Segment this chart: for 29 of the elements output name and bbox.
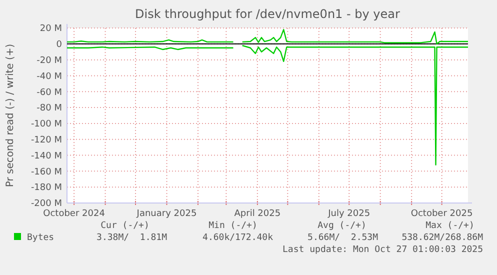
x-tick-label: October 2025 [410, 209, 473, 219]
x-tick-label: July 2025 [327, 209, 370, 219]
y-tick-label: -80 M [36, 104, 62, 114]
y-axis-title: Pr second read (-) / write (+) [5, 44, 16, 188]
y-tick-label: 0 [56, 40, 62, 50]
y-tick-label: -160 M [30, 167, 62, 178]
text: Avg (-/+) [318, 221, 366, 231]
text: 3.38M/ 1.81M [96, 233, 168, 243]
x-tick-label: January 2025 [136, 209, 197, 219]
y-tick-label: -20 M [36, 56, 62, 66]
chart-title: Disk throughput for /dev/nvme0n1 - by year [135, 7, 400, 21]
y-tick-label: -60 M [36, 88, 62, 98]
text: Last update: Mon Oct 27 01:00:03 2025 [282, 245, 483, 255]
x-tick-label: October 2024 [43, 209, 106, 219]
text: 4.60k/172.40k [202, 233, 274, 243]
y-tick-label: -140 M [30, 151, 62, 162]
legend-label: Bytes [27, 233, 54, 243]
y-tick-label: -120 M [30, 136, 62, 146]
text: Max (-/+) [426, 221, 474, 231]
y-tick-label: 20 M [40, 24, 62, 34]
text: 538.62M/268.86M [402, 233, 484, 243]
text: Min (-/+) [208, 221, 258, 231]
x-tick-label: April 2025 [234, 209, 281, 219]
y-tick-label: -180 M [30, 183, 62, 194]
y-tick-label: -200 M [30, 199, 62, 210]
y-tick-label: -100 M [30, 120, 62, 130]
y-tick-label: -40 M [36, 72, 62, 82]
text: Cur (-/+) [100, 221, 150, 231]
text: 5.66M/ 2.53M [308, 233, 379, 243]
